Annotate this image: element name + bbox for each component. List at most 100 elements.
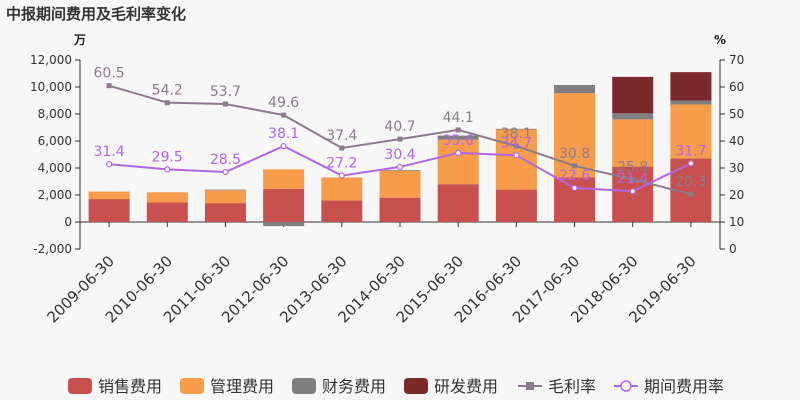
bar-segment — [612, 76, 654, 114]
data-label: 31.7 — [675, 143, 706, 159]
data-label: 49.6 — [268, 95, 299, 111]
legend-marker — [620, 380, 632, 392]
bar-segment — [88, 199, 130, 222]
data-label: 37.4 — [326, 128, 357, 144]
data-labels: 60.5 54.2 53.7 49.6 37.4 40.7 44.1 38.1 30.8 25.8… — [94, 66, 707, 191]
bar-segment — [263, 222, 305, 227]
legend-swatch — [404, 378, 428, 394]
chart-title: 中报期间费用及毛利率变化 — [6, 5, 186, 23]
bar-segment — [379, 170, 421, 198]
legend-label: 研发费用 — [434, 377, 498, 396]
line-point — [455, 127, 461, 133]
bar-segment — [379, 170, 421, 171]
data-label: 38.1 — [268, 126, 299, 142]
legend-swatch — [292, 378, 316, 394]
lines — [105, 83, 695, 197]
bar-segment — [204, 203, 246, 222]
data-label: 30.4 — [384, 147, 415, 163]
legend-swatch — [180, 378, 204, 394]
data-label: 28.5 — [210, 152, 241, 168]
y-right-tick-label: 10 — [729, 215, 744, 229]
line-point — [339, 145, 345, 151]
data-label: 21.4 — [617, 171, 648, 187]
data-label: 60.5 — [94, 66, 125, 82]
y-right-tick-label: 30 — [729, 161, 744, 175]
legend-swatch — [68, 378, 92, 394]
data-label: 27.2 — [326, 156, 357, 172]
line-point — [687, 160, 695, 167]
data-label: 54.2 — [152, 83, 183, 99]
y-left-tick-label: -2,000 — [33, 242, 72, 256]
bar-segment — [204, 190, 246, 204]
bar-segment — [670, 100, 712, 105]
bar-segment — [263, 188, 305, 222]
bar-segment — [146, 202, 188, 222]
legend-label: 毛利率 — [548, 377, 596, 396]
y-left-tick-label: 0 — [64, 215, 72, 229]
bar-segment — [437, 184, 479, 222]
line-point — [397, 136, 403, 142]
bar-segment — [495, 129, 537, 190]
line-point — [164, 100, 170, 106]
line-point — [572, 163, 578, 169]
line-point — [164, 166, 171, 173]
bar-segment — [437, 139, 479, 185]
line-point — [281, 112, 287, 118]
bar-segment — [379, 197, 421, 222]
bar-segment — [321, 200, 363, 222]
legend-label: 管理费用 — [210, 377, 274, 396]
legend-label: 财务费用 — [322, 377, 386, 396]
data-label: 44.1 — [443, 110, 474, 126]
bar-segment — [204, 189, 246, 191]
data-label: 34.7 — [501, 135, 532, 151]
line-point — [513, 152, 520, 159]
legend: 销售费用 管理费用 财务费用 研发费用 毛利率 期间费用率 — [68, 377, 724, 396]
bar-segment — [554, 84, 596, 94]
y-right-tick-label: 0 — [729, 242, 737, 256]
y-right-unit: % — [714, 33, 726, 47]
y-right-tick-label: 70 — [729, 53, 744, 67]
line-point — [105, 161, 113, 168]
line-point — [571, 184, 578, 192]
bar-segment — [554, 177, 596, 222]
line-point — [513, 143, 519, 149]
data-label: 30.8 — [559, 146, 590, 162]
line-point — [629, 188, 636, 195]
bar-segment — [670, 104, 712, 159]
data-label: 20.3 — [675, 174, 706, 190]
data-label: 22.6 — [559, 168, 590, 184]
y-left-tick-label: 6,000 — [38, 134, 72, 148]
line-point — [338, 172, 345, 179]
bar-segment — [495, 128, 537, 130]
y-left-tick-label: 10,000 — [30, 80, 72, 94]
bar-segment — [495, 189, 537, 222]
bar-segment — [321, 177, 363, 201]
line-point — [630, 176, 636, 182]
data-label: 53.7 — [210, 84, 241, 100]
bar-segment — [146, 192, 188, 203]
y-right-tick-label: 40 — [729, 134, 744, 148]
data-label: 29.5 — [152, 149, 183, 165]
data-label: 38.1 — [501, 126, 532, 142]
bar-segment — [263, 169, 305, 189]
y-left-tick-label: 8,000 — [38, 107, 72, 121]
y-left-unit: 万 — [73, 33, 86, 47]
y-right-tick-label: 60 — [729, 80, 744, 94]
data-label: 35.6 — [443, 133, 474, 149]
bar-segment — [612, 113, 654, 120]
line-point — [688, 191, 694, 197]
bar-segment — [437, 135, 479, 140]
y-right-tick-label: 50 — [729, 107, 744, 121]
bar-segment — [670, 72, 712, 101]
line-point — [455, 149, 462, 156]
legend-marker — [526, 382, 534, 390]
data-label: 31.4 — [94, 144, 125, 160]
data-label: 25.8 — [617, 159, 648, 175]
bar-segment — [88, 191, 130, 200]
y-left-tick-label: 2,000 — [38, 188, 72, 202]
legend-label: 期间费用率 — [644, 377, 724, 396]
line-point — [222, 101, 228, 107]
y-right-tick-label: 20 — [729, 188, 744, 202]
